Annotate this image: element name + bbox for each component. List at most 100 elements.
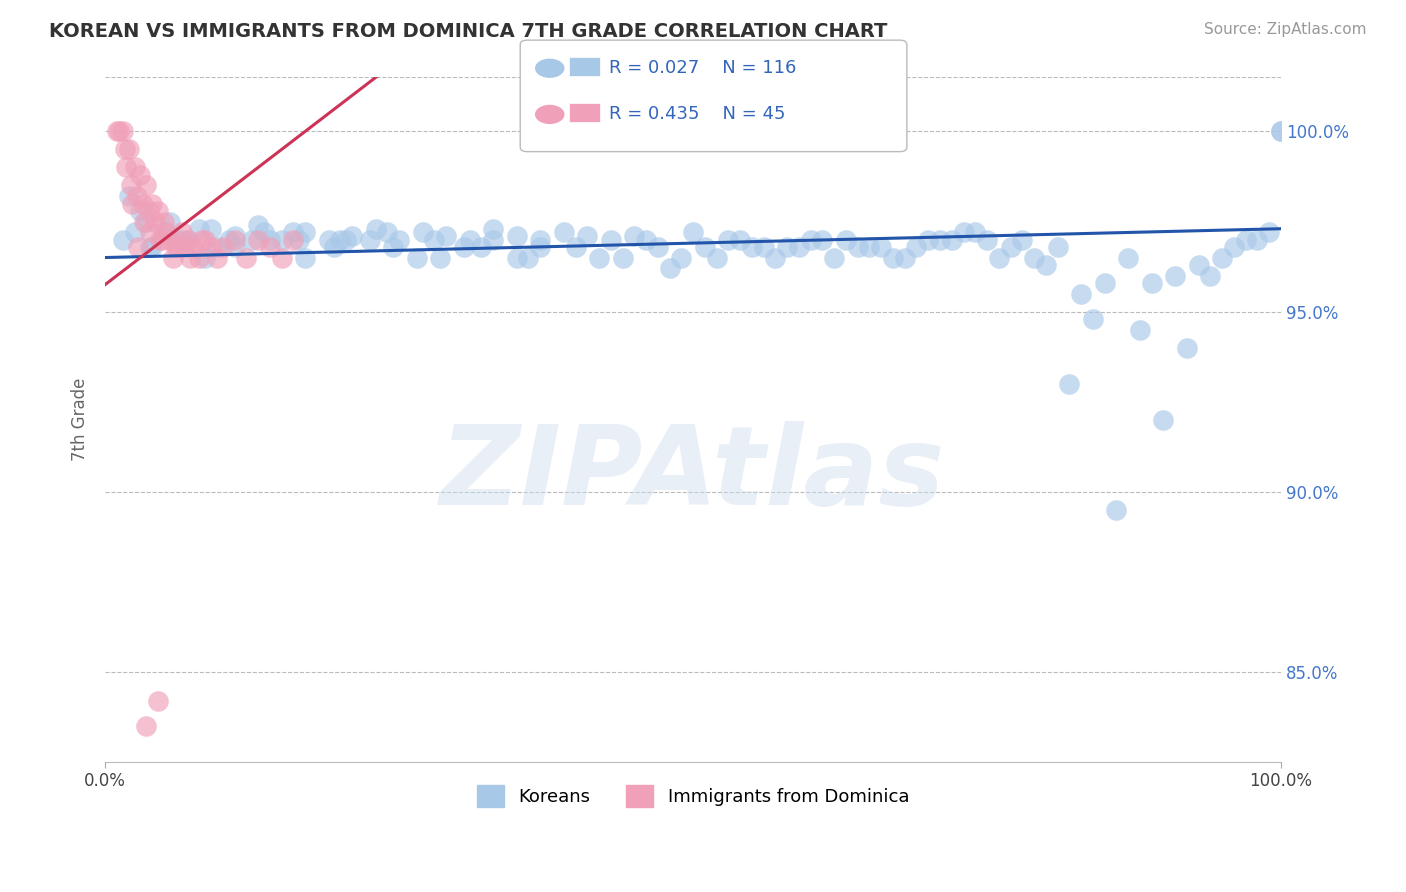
Point	[318, 233, 340, 247]
Point	[763, 251, 786, 265]
Point	[787, 240, 810, 254]
Point	[506, 251, 529, 265]
Point	[153, 214, 176, 228]
Point	[976, 233, 998, 247]
Point	[1046, 240, 1069, 254]
Point	[118, 189, 141, 203]
Point	[253, 225, 276, 239]
Point	[405, 251, 427, 265]
Point	[143, 214, 166, 228]
Point	[693, 240, 716, 254]
Point	[129, 203, 152, 218]
Point	[179, 251, 201, 265]
Point	[124, 225, 146, 239]
Point	[259, 233, 281, 247]
Point	[224, 240, 246, 254]
Point	[141, 196, 163, 211]
Point	[1070, 286, 1092, 301]
Point	[612, 251, 634, 265]
Point	[434, 228, 457, 243]
Point	[139, 240, 162, 254]
Point	[146, 693, 169, 707]
Text: Source: ZipAtlas.com: Source: ZipAtlas.com	[1204, 22, 1367, 37]
Point	[517, 251, 540, 265]
Point	[717, 233, 740, 247]
Point	[153, 225, 176, 239]
Point	[125, 189, 148, 203]
Point	[132, 214, 155, 228]
Point	[165, 233, 187, 247]
Point	[118, 143, 141, 157]
Text: KOREAN VS IMMIGRANTS FROM DOMINICA 7TH GRADE CORRELATION CHART: KOREAN VS IMMIGRANTS FROM DOMINICA 7TH G…	[49, 22, 887, 41]
Point	[170, 225, 193, 239]
Point	[835, 233, 858, 247]
Point	[188, 251, 211, 265]
Point	[706, 251, 728, 265]
Point	[127, 240, 149, 254]
Point	[453, 240, 475, 254]
Text: R = 0.435    N = 45: R = 0.435 N = 45	[609, 105, 786, 123]
Point	[183, 240, 205, 254]
Point	[259, 240, 281, 254]
Point	[1140, 276, 1163, 290]
Point	[115, 161, 138, 175]
Point	[162, 251, 184, 265]
Text: ZIPAtlas: ZIPAtlas	[440, 421, 946, 528]
Point	[1000, 240, 1022, 254]
Point	[167, 240, 190, 254]
Point	[1152, 412, 1174, 426]
Point	[240, 233, 263, 247]
Point	[599, 233, 621, 247]
Point	[1081, 311, 1104, 326]
Point	[1258, 225, 1281, 239]
Point	[846, 240, 869, 254]
Point	[247, 233, 270, 247]
Point	[858, 240, 880, 254]
Point	[893, 251, 915, 265]
Point	[929, 233, 952, 247]
Point	[1105, 502, 1128, 516]
Point	[965, 225, 987, 239]
Point	[165, 240, 187, 254]
Point	[146, 203, 169, 218]
Point	[194, 233, 217, 247]
Point	[882, 251, 904, 265]
Point	[576, 228, 599, 243]
Point	[1234, 233, 1257, 247]
Point	[634, 233, 657, 247]
Point	[429, 251, 451, 265]
Point	[529, 240, 551, 254]
Point	[108, 124, 131, 138]
Point	[917, 233, 939, 247]
Point	[270, 233, 292, 247]
Point	[388, 233, 411, 247]
Point	[141, 240, 163, 254]
Point	[1116, 251, 1139, 265]
Point	[224, 233, 246, 247]
Point	[129, 168, 152, 182]
Point	[728, 233, 751, 247]
Point	[1188, 258, 1211, 272]
Point	[120, 178, 142, 193]
Point	[1035, 258, 1057, 272]
Point	[1164, 268, 1187, 283]
Point	[952, 225, 974, 239]
Point	[647, 240, 669, 254]
Point	[159, 233, 181, 247]
Point	[335, 233, 357, 247]
Point	[205, 251, 228, 265]
Point	[823, 251, 845, 265]
Point	[111, 124, 134, 138]
Point	[188, 221, 211, 235]
Point	[150, 233, 173, 247]
Point	[1223, 240, 1246, 254]
Point	[1199, 268, 1222, 283]
Point	[294, 251, 316, 265]
Point	[588, 251, 610, 265]
Point	[247, 218, 270, 232]
Point	[149, 233, 172, 247]
Point	[211, 240, 233, 254]
Point	[288, 233, 311, 247]
Point	[1059, 376, 1081, 391]
Point	[776, 240, 799, 254]
